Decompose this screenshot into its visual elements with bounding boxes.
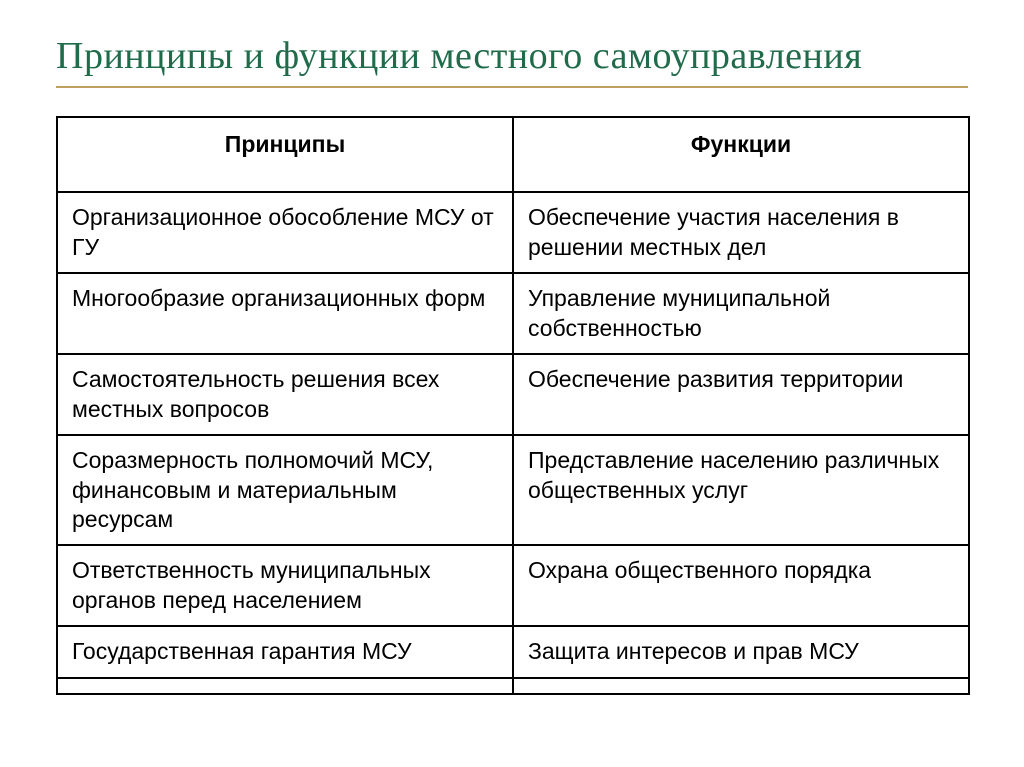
table-row: Соразмерность полномочий МСУ, финансовым…: [57, 435, 969, 545]
cell-function: Обеспечение развития территории: [513, 354, 969, 435]
table-row: Самостоятельность решения всех местных в…: [57, 354, 969, 435]
slide: Принципы и функции местного самоуправлен…: [0, 0, 1024, 767]
table-empty-row: [57, 678, 969, 694]
empty-cell: [57, 678, 513, 694]
empty-cell: [513, 678, 969, 694]
cell-function: Представление населению различных общест…: [513, 435, 969, 545]
table-row: Организационное обособление МСУ от ГУ Об…: [57, 192, 969, 273]
cell-function: Обеспечение участия населения в решении …: [513, 192, 969, 273]
cell-principle: Самостоятельность решения всех местных в…: [57, 354, 513, 435]
table-row: Государственная гарантия МСУ Защита инте…: [57, 626, 969, 677]
col-header-principles: Принципы: [57, 117, 513, 192]
principles-functions-table: Принципы Функции Организационное обособл…: [56, 116, 970, 695]
cell-function: Защита интересов и прав МСУ: [513, 626, 969, 677]
cell-function: Управление муниципальной собственностью: [513, 273, 969, 354]
slide-title: Принципы и функции местного самоуправлен…: [56, 34, 968, 78]
col-header-functions: Функции: [513, 117, 969, 192]
cell-function: Охрана общественного порядка: [513, 545, 969, 626]
table-row: Ответственность муниципальных органов пе…: [57, 545, 969, 626]
cell-principle: Ответственность муниципальных органов пе…: [57, 545, 513, 626]
table-row: Многообразие организационных форм Управл…: [57, 273, 969, 354]
title-underline: [56, 86, 968, 88]
cell-principle: Многообразие организационных форм: [57, 273, 513, 354]
cell-principle: Соразмерность полномочий МСУ, финансовым…: [57, 435, 513, 545]
cell-principle: Организационное обособление МСУ от ГУ: [57, 192, 513, 273]
table-header-row: Принципы Функции: [57, 117, 969, 192]
cell-principle: Государственная гарантия МСУ: [57, 626, 513, 677]
